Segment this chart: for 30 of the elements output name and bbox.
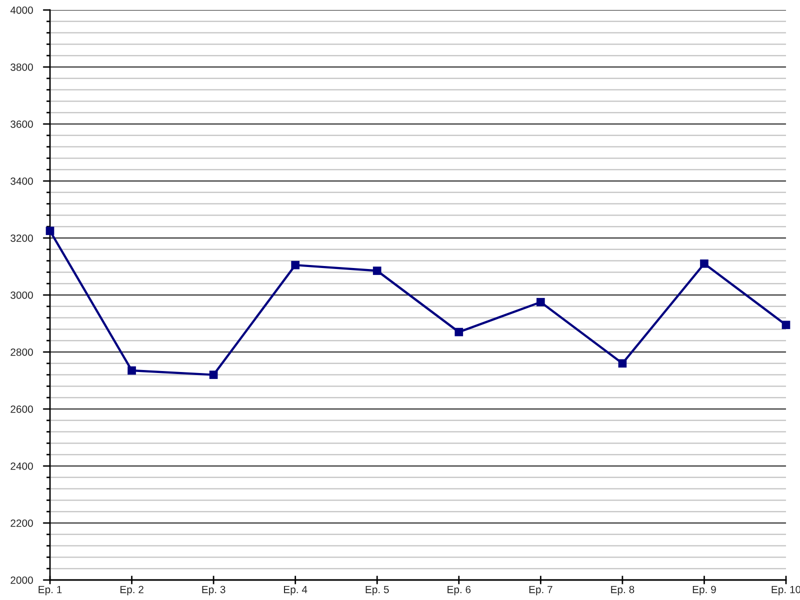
y-tick-label: 3600 [10,120,33,128]
point [209,370,218,379]
x-tick-label: Ep. 4 [284,586,308,596]
point [46,226,54,236]
x-tick-label: Ep. 1 [38,586,62,596]
point [372,266,382,275]
point [291,260,300,270]
x-tick-label: Ep. 2 [120,586,144,596]
y-tick-label: 3400 [10,178,33,185]
y-tick-label: 4000 [10,6,33,14]
y-tick-label: 3800 [10,64,33,71]
y-tick-label: 2600 [10,406,33,413]
x-tick-label: Ep. 6 [448,586,471,596]
y-tick-label: 3000 [10,292,33,299]
x-tick-label: Ep. 9 [692,586,716,596]
point [700,259,708,268]
point [454,328,464,336]
x-tick-label: Ep. 7 [529,586,552,596]
y-tick-label: 3200 [10,234,33,242]
y-tick-label: 2000 [10,576,33,584]
y-tick-label: 2400 [10,462,33,470]
point [782,320,790,330]
point [536,298,545,306]
y-tick-label: 2200 [10,520,33,527]
point [618,359,627,368]
x-tick-label: Ep. 8 [611,586,634,596]
point [128,366,136,375]
y-tick-label: 2800 [10,348,33,356]
x-tick-label: Ep. 5 [366,586,389,596]
x-tick-label: Ep. 3 [202,586,226,596]
